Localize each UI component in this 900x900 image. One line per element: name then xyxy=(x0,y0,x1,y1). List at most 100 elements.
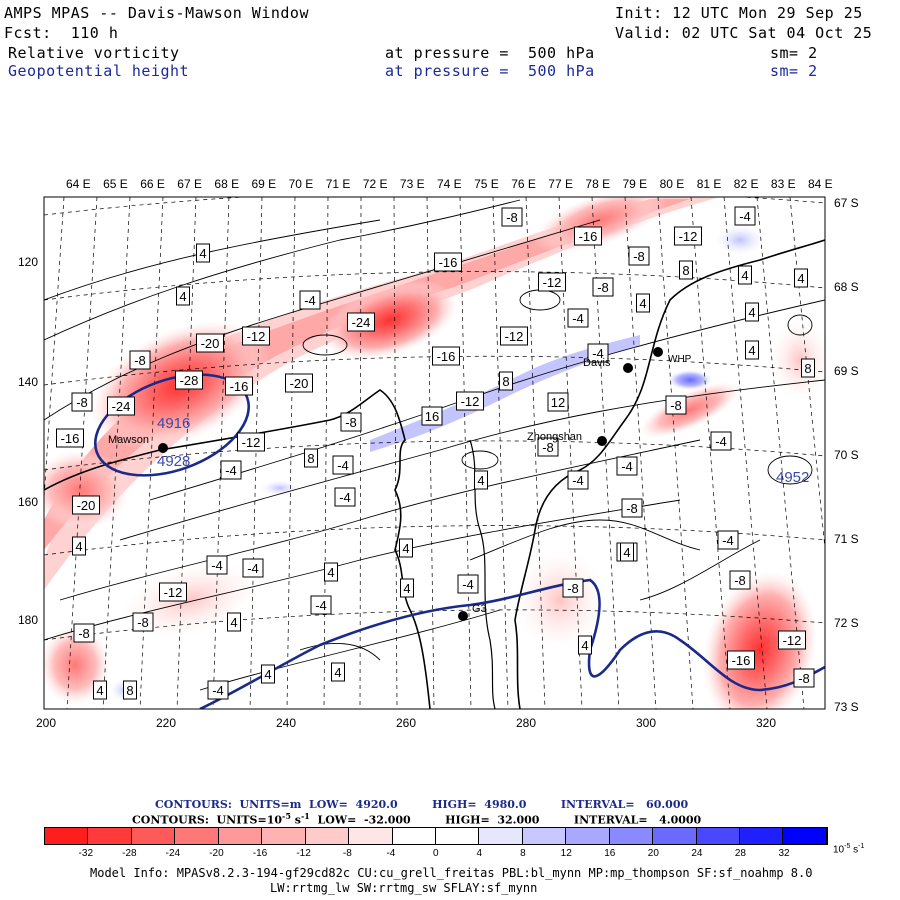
vorticity-weak-east xyxy=(639,381,741,439)
vorticity-value-label: 4 xyxy=(331,662,345,682)
vorticity-value-label: -12 xyxy=(159,582,187,602)
svg-text:4: 4 xyxy=(327,565,334,580)
vorticity-value-label: -8 xyxy=(501,207,523,227)
x-tick-220: 220 xyxy=(156,716,177,730)
latitude-label: 70 S xyxy=(834,448,859,462)
svg-text:4: 4 xyxy=(402,541,409,556)
vorticity-value-label: -12 xyxy=(674,226,702,246)
y-tick-180: 180 xyxy=(18,613,39,627)
map-field: -8 -16 4 -12 -8 -4 4 -16 -12 -8 8 4 4 -4 4 -24 -12 -4 4 -20… xyxy=(44,197,825,709)
vorticity-value-label: -8 xyxy=(562,578,584,598)
svg-text:-4: -4 xyxy=(211,558,223,573)
vorticity-value-label: 4 xyxy=(72,536,86,556)
station-label-g3: G3 xyxy=(472,603,487,615)
longitude-label: 66 E xyxy=(140,177,165,191)
colorbar-label: -20 xyxy=(209,848,224,859)
vorticity-core-west xyxy=(44,450,130,530)
svg-text:-16: -16 xyxy=(439,255,458,270)
svg-text:-4: -4 xyxy=(592,346,604,361)
latitude-label: 71 S xyxy=(834,532,859,546)
svg-text:-4: -4 xyxy=(462,577,474,592)
x-tick-300: 300 xyxy=(636,716,657,730)
colorbar-label: 4 xyxy=(476,848,483,859)
station-mawson-marker xyxy=(158,443,168,453)
height-label-4952: 4952 xyxy=(776,469,809,486)
longitude-label: 72 E xyxy=(362,177,388,191)
vorticity-value-label: -20 xyxy=(196,333,224,353)
svg-text:-12: -12 xyxy=(543,275,562,290)
svg-text:4: 4 xyxy=(741,268,748,283)
station-label-zhongshan: Zhongshan xyxy=(527,431,582,443)
vorticity-value-label: -8 xyxy=(665,395,687,415)
y-tick-160: 160 xyxy=(18,495,39,509)
vorticity-value-label: -4 xyxy=(734,206,756,226)
vorticity-weak-southwest xyxy=(121,561,259,639)
station-label-mawson: Mawson xyxy=(108,434,149,446)
svg-text:4: 4 xyxy=(581,638,588,653)
positive-vorticity-ne xyxy=(715,225,765,255)
longitude-label: 70 E xyxy=(288,177,314,191)
vorticity-value-label: -4 xyxy=(242,558,264,578)
vorticity-value-label: -4 xyxy=(587,343,609,363)
vorticity-core-southeast xyxy=(702,571,818,709)
vorticity-value-label: 4 xyxy=(261,664,275,684)
svg-text:-20: -20 xyxy=(201,336,220,351)
station-zhongshan-marker xyxy=(597,436,607,446)
colorbar-swatch xyxy=(175,828,219,844)
vorticity-value-label: -4 xyxy=(567,308,589,328)
vorticity-value-label: -16 xyxy=(434,252,462,272)
svg-text:-8: -8 xyxy=(345,415,357,430)
vorticity-value-label: 4 xyxy=(738,265,752,285)
colorbar-label: 20 xyxy=(647,848,659,859)
svg-text:-20: -20 xyxy=(290,376,309,391)
valid-time: Valid: 02 UTC Sat 04 Oct 25 xyxy=(615,24,873,42)
svg-text:8: 8 xyxy=(307,451,314,466)
svg-text:-8: -8 xyxy=(670,398,682,413)
forecast-hour: Fcst: 110 h xyxy=(4,24,119,42)
colorbar-label: 8 xyxy=(520,848,526,859)
vorticity-value-label: -4 xyxy=(299,290,321,310)
svg-text:4: 4 xyxy=(748,305,755,320)
vorticity-value-label: 4 xyxy=(745,340,759,360)
height-label-4928: 4928 xyxy=(157,453,190,470)
colorbar-swatch xyxy=(88,828,132,844)
longitude-label: 71 E xyxy=(325,177,351,191)
colorbar-swatch xyxy=(435,828,480,844)
vorticity-value-label: 4 xyxy=(227,612,241,632)
svg-text:-12: -12 xyxy=(679,229,698,244)
colorbar-swatch xyxy=(653,828,697,844)
x-tick-240: 240 xyxy=(276,716,297,730)
svg-text:-4: -4 xyxy=(715,434,727,449)
vorticity-value-label: -12 xyxy=(500,326,528,346)
svg-text:-4: -4 xyxy=(315,598,327,613)
vorticity-value-label: -8 xyxy=(729,570,751,590)
vorticity-value-label: -8 xyxy=(129,350,151,370)
vorticity-value-label: -8 xyxy=(621,498,643,518)
stations xyxy=(158,347,663,621)
map-frame xyxy=(43,196,826,710)
longitude-label: 64 E xyxy=(66,177,91,191)
svg-text:4: 4 xyxy=(179,289,186,304)
svg-text:-16: -16 xyxy=(230,379,249,394)
colorbar-label: 28 xyxy=(734,848,746,859)
field2-name: Geopotential height xyxy=(8,62,190,80)
vorticity-value-label: -12 xyxy=(778,630,806,650)
latitude-label: 68 S xyxy=(834,280,859,294)
latitude-label: 73 S xyxy=(834,700,859,714)
vorticity-value-label: -16 xyxy=(56,428,84,448)
station-whp-marker xyxy=(653,347,663,357)
vorticity-value-label: -4 xyxy=(717,530,739,550)
colorbar-label: 0 xyxy=(433,848,439,859)
svg-text:4: 4 xyxy=(639,296,646,311)
latitude-label: 72 S xyxy=(834,616,859,630)
svg-text:-8: -8 xyxy=(734,573,746,588)
svg-text:4: 4 xyxy=(797,271,804,286)
vorticity-value-label: -4 xyxy=(310,595,332,615)
longitude-label: 76 E xyxy=(511,177,536,191)
svg-text:-4: -4 xyxy=(212,683,224,698)
colorbar-swatch xyxy=(740,828,784,844)
vorticity-value-label: -4 xyxy=(710,431,732,451)
longitude-label: 81 E xyxy=(696,177,722,191)
svg-text:-8: -8 xyxy=(633,249,645,264)
longitude-label: 77 E xyxy=(548,177,573,191)
